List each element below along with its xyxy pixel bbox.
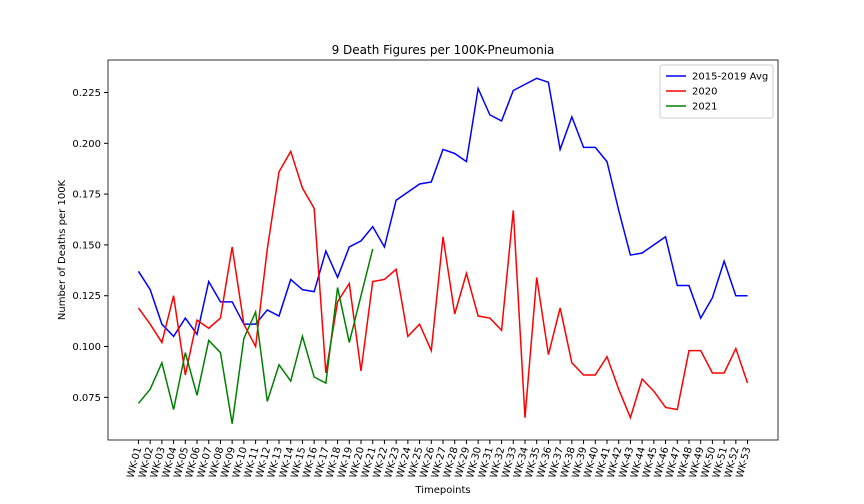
legend-label: 2020 [692,87,717,98]
legend-label: 2015-2019 Avg [692,72,768,83]
series-line [137,248,374,424]
y-tick-label: 0.150 [72,240,101,251]
legend: 2015-2019 Avg 2020 2021 [659,64,774,119]
series-line [137,77,748,338]
y-tick-label: 0.175 [72,190,101,201]
plot-frame [107,59,779,441]
y-tick-label: 0.200 [72,139,101,150]
series-line [137,149,749,420]
y-tick-label: 0.125 [72,291,101,302]
y-tick-label: 0.075 [72,393,101,404]
y-tick-label: 0.225 [72,88,101,99]
chart-title: 9 Death Figures per 100K-Pneumonia [332,43,555,57]
y-axis-label: Number of Deaths per 100K [57,179,68,320]
x-axis-label: Timepoints [414,485,470,496]
legend-box [659,64,774,119]
y-tick-label: 0.100 [72,342,101,353]
legend-label: 2021 [692,102,717,113]
